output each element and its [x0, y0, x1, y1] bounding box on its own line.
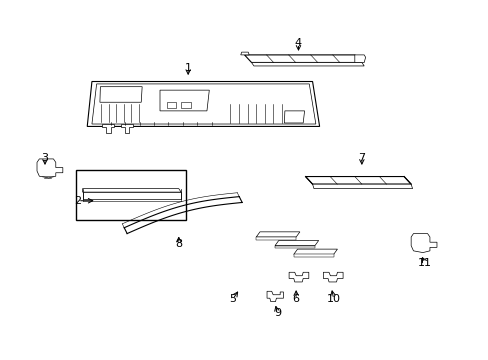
Polygon shape	[256, 232, 299, 237]
Polygon shape	[82, 189, 181, 192]
Text: 5: 5	[229, 294, 236, 304]
Text: 11: 11	[417, 258, 431, 268]
Polygon shape	[410, 234, 436, 253]
Polygon shape	[354, 55, 365, 63]
Polygon shape	[256, 237, 296, 240]
Text: 3: 3	[41, 153, 48, 162]
Polygon shape	[266, 291, 283, 302]
Polygon shape	[323, 272, 343, 282]
Text: 8: 8	[175, 239, 182, 249]
Text: 1: 1	[184, 63, 191, 73]
Polygon shape	[100, 87, 142, 102]
Text: 6: 6	[292, 294, 299, 304]
Polygon shape	[181, 102, 190, 108]
Polygon shape	[102, 124, 114, 133]
Polygon shape	[288, 272, 308, 282]
Polygon shape	[305, 176, 410, 184]
Polygon shape	[160, 90, 209, 111]
Polygon shape	[92, 84, 315, 124]
Polygon shape	[251, 63, 364, 66]
Text: 9: 9	[273, 308, 280, 318]
Polygon shape	[293, 254, 333, 257]
Bar	[75, 170, 185, 220]
Polygon shape	[244, 55, 361, 63]
Polygon shape	[82, 192, 181, 199]
Polygon shape	[121, 124, 133, 133]
Polygon shape	[293, 249, 337, 254]
Text: 2: 2	[74, 196, 81, 206]
Text: 10: 10	[326, 294, 340, 304]
Polygon shape	[167, 102, 176, 108]
Polygon shape	[274, 240, 318, 246]
Polygon shape	[87, 81, 319, 126]
Polygon shape	[312, 184, 412, 189]
Text: 7: 7	[358, 153, 365, 162]
Polygon shape	[274, 246, 314, 248]
Polygon shape	[284, 111, 304, 123]
Polygon shape	[240, 52, 249, 55]
Text: 4: 4	[294, 39, 302, 49]
Polygon shape	[37, 159, 62, 178]
